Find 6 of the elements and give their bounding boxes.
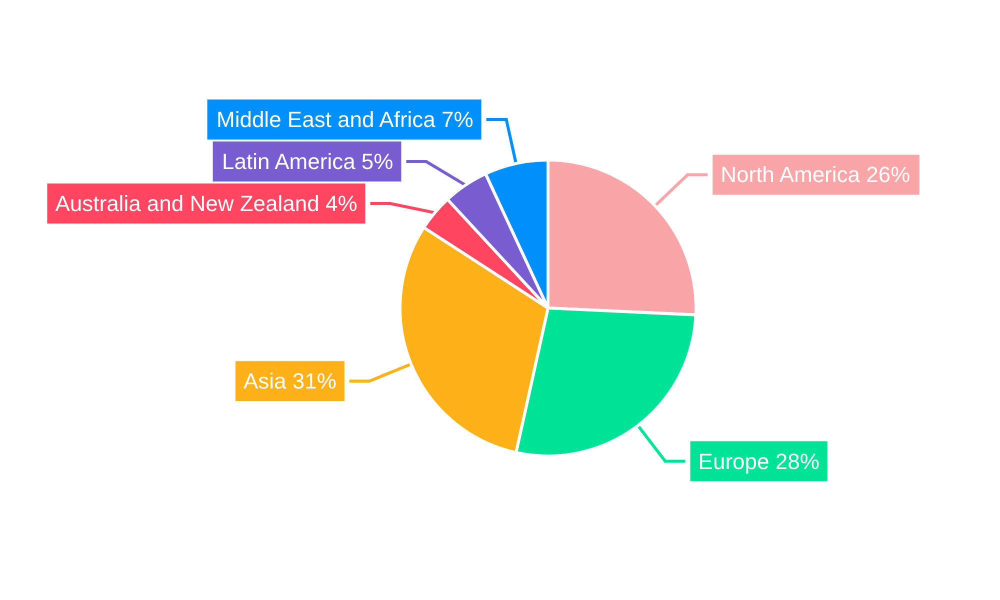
slice-label: North America 26% [720, 162, 910, 188]
slice-label: Asia 31% [243, 368, 336, 394]
slice-label: Middle East and Africa 7% [216, 107, 474, 132]
slice-label: Europe 28% [698, 448, 820, 474]
slice-label: Australia and New Zealand 4% [55, 191, 358, 216]
slice-label: Latin America 5% [222, 149, 394, 174]
